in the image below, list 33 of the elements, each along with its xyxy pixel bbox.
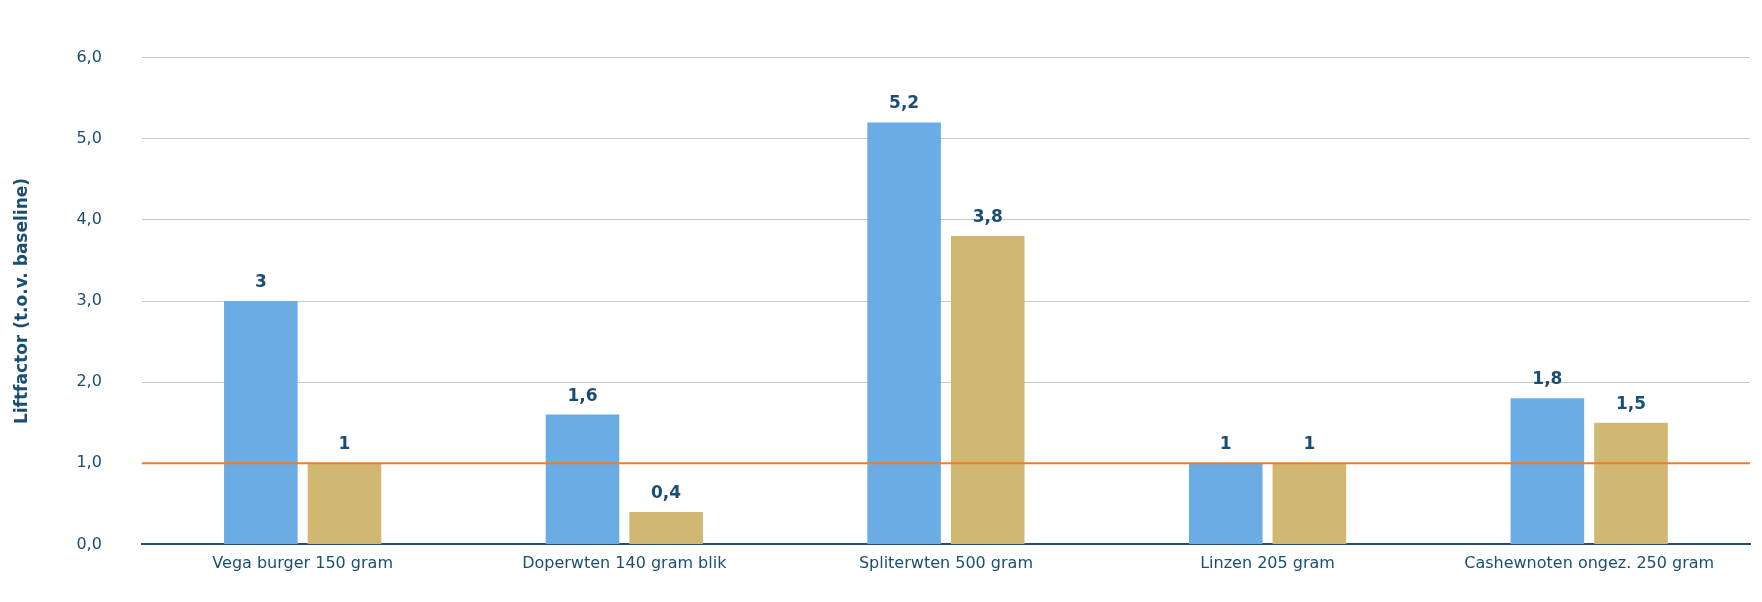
data-label: 1,8 [1532, 368, 1563, 389]
bar [545, 414, 620, 544]
data-label: 0,4 [651, 481, 682, 502]
x-tick-label: Spliterwten 500 gram [858, 553, 1033, 573]
data-label: 3,8 [972, 206, 1003, 227]
data-label: 1 [1219, 433, 1232, 454]
y-tick-label: 6,0 [76, 46, 102, 66]
y-tick-label: 4,0 [76, 209, 102, 229]
data-label: 1,5 [1615, 392, 1647, 413]
data-label: 1 [338, 433, 351, 454]
bar [224, 301, 298, 544]
bar [1510, 398, 1585, 544]
y-tick-label: 1,0 [76, 452, 102, 472]
bar [867, 122, 941, 544]
bar [950, 236, 1025, 544]
data-label: 1 [1303, 433, 1316, 454]
bar [1188, 463, 1263, 544]
y-tick-label: 5,0 [76, 127, 102, 147]
x-tick-label: Linzen 205 gram [1200, 553, 1335, 573]
y-axis-title: Liftfactor (t.o.v. baseline) [10, 177, 31, 425]
y-tick-label: 3,0 [76, 290, 102, 310]
bar [1272, 463, 1347, 544]
bar [1594, 422, 1668, 544]
bar [629, 511, 703, 544]
bar [307, 463, 382, 544]
x-tick-label: Cashewnoten ongez. 250 gram [1464, 553, 1715, 573]
y-tick-label: 0,0 [76, 533, 102, 553]
y-tick-label: 2,0 [76, 371, 102, 391]
data-label: 1,6 [567, 384, 598, 405]
data-label: 3 [254, 270, 267, 291]
data-label: 5,2 [889, 92, 920, 113]
x-tick-label: Doperwten 140 gram blik [522, 553, 728, 573]
x-tick-label: Vega burger 150 gram [212, 553, 393, 573]
